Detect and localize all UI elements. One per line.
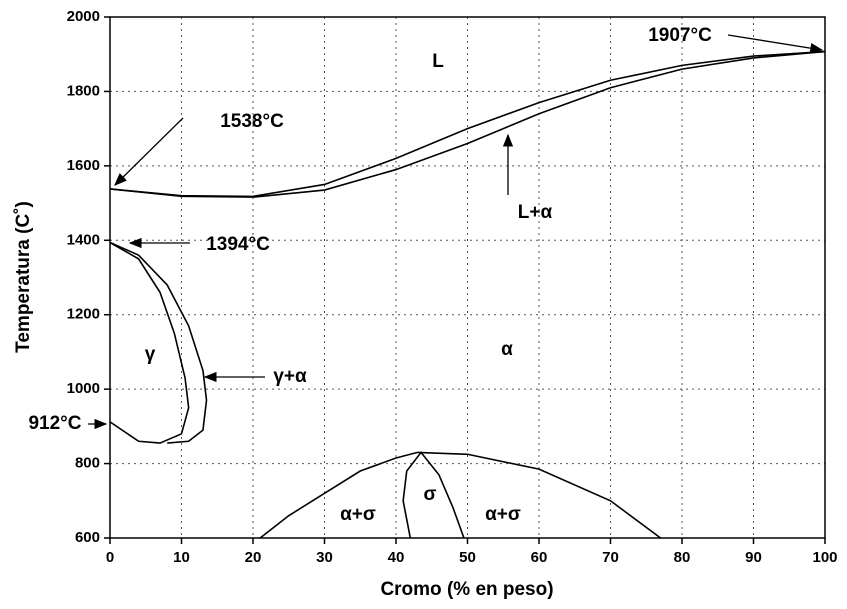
phase-boundary [402,451,465,539]
x-tick-label: 80 [674,549,691,566]
annotation: α [501,339,513,360]
x-tick-label: 0 [106,549,114,566]
annotation: 1907°C [648,25,712,46]
phase-boundary [109,241,208,444]
y-tick-label: 600 [75,529,100,546]
y-tick-label: 1600 [67,157,100,174]
x-tick-label: 60 [531,549,548,566]
plot-frame [109,16,826,539]
annotation-arrow [727,34,824,54]
annotation: γ [145,344,156,365]
annotation: L+α [518,202,553,223]
annotation: 1394°C [206,234,270,255]
annotation: γ+α [273,366,307,387]
x-tick-label: 50 [459,549,476,566]
x-tick-label: 10 [173,549,190,566]
annotation: 912°C [28,413,81,434]
x-tick-label: 40 [388,549,405,566]
y-axis-label: Temperatura (C˚) [13,201,34,353]
x-tick-label: 30 [316,549,333,566]
annotation: α+σ [340,504,376,525]
annotation: 1538°C [220,111,284,132]
x-tick-label: 100 [812,549,837,566]
y-tick-label: 2000 [67,8,100,25]
phase-boundary [109,50,826,198]
annotation-arrow [114,117,184,186]
annotation: α+σ [485,504,521,525]
phase-boundary [259,451,662,539]
x-tick-label: 90 [745,549,762,566]
y-tick-label: 1400 [67,231,100,248]
x-tick-label: 70 [602,549,619,566]
y-tick-label: 1000 [67,380,100,397]
phase-boundary [109,241,190,444]
y-tick-label: 800 [75,455,100,472]
annotation: L [432,51,444,72]
annotation: σ [424,484,437,505]
y-tick-label: 1800 [67,82,100,99]
x-axis-label: Cromo (% en peso) [380,579,553,600]
x-tick-label: 20 [245,549,262,566]
y-tick-label: 1200 [67,306,100,323]
